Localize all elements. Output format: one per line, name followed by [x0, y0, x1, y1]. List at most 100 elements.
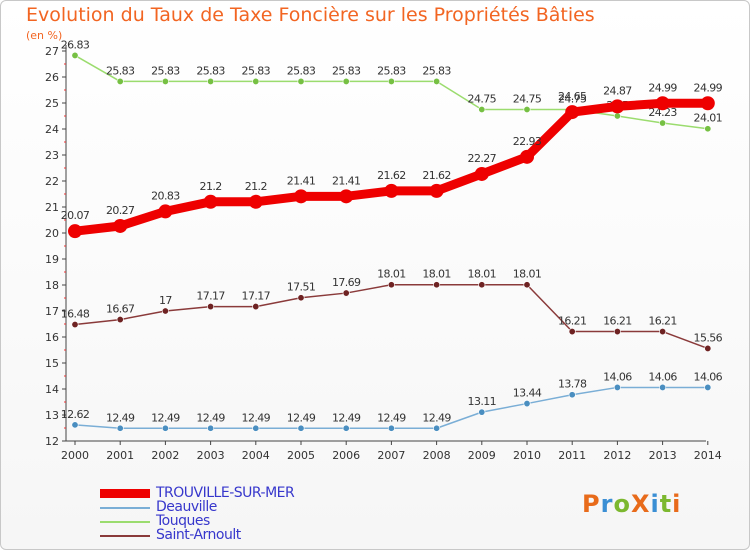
proxiti-logo[interactable]: ProXiti — [582, 490, 681, 518]
logo-letter: t — [659, 490, 673, 518]
data-label: 20.83 — [151, 189, 180, 202]
data-label: 17.51 — [287, 281, 316, 294]
chart-subtitle: (en %) — [26, 29, 63, 42]
data-label: 24.75 — [513, 93, 542, 106]
data-point — [161, 424, 169, 432]
data-label: 24.65 — [558, 90, 587, 103]
data-point — [339, 189, 354, 204]
data-point — [252, 303, 260, 311]
data-point — [568, 391, 576, 399]
data-point — [161, 307, 169, 315]
data-point — [613, 112, 621, 120]
data-point — [207, 424, 215, 432]
x-tick-label: 2002 — [151, 449, 179, 462]
data-point — [700, 96, 715, 111]
data-label: 17.17 — [196, 290, 225, 303]
series-trouville-sur-mer: 20.07 20.27 20.83 21.2 21.2 21.41 21.41 21.62 21… — [61, 81, 723, 239]
data-point — [161, 77, 169, 85]
data-label: 12.49 — [196, 411, 225, 424]
data-point — [433, 424, 441, 432]
data-point — [659, 119, 667, 127]
data-label: 18.01 — [377, 268, 406, 281]
data-point — [71, 321, 79, 329]
legend-swatch — [100, 507, 150, 509]
data-label: 17 — [159, 294, 172, 307]
data-label: 20.07 — [61, 209, 90, 222]
data-label: 16.48 — [61, 308, 90, 321]
data-label: 24.23 — [648, 106, 677, 119]
data-point — [342, 289, 350, 297]
data-point — [207, 303, 215, 311]
legend-item: Saint-Arnoult — [100, 527, 400, 544]
data-point — [252, 77, 260, 85]
data-label: 24.75 — [558, 93, 587, 106]
y-tick-label: 23 — [45, 149, 59, 162]
legend-swatch — [100, 489, 150, 498]
data-point — [71, 421, 79, 429]
legend-label: TROUVILLE-SUR-MER — [156, 485, 295, 501]
data-label: 18.01 — [513, 268, 542, 281]
data-label: 24.99 — [648, 81, 677, 94]
x-tick-label: 2007 — [377, 449, 405, 462]
data-point — [387, 424, 395, 432]
data-label: 16.21 — [603, 315, 632, 328]
data-label: 26.83 — [61, 38, 90, 51]
data-point — [659, 328, 667, 336]
data-point — [342, 77, 350, 85]
data-label: 20.27 — [106, 204, 135, 217]
data-label: 24.87 — [603, 84, 632, 97]
data-label: 25.83 — [151, 64, 180, 77]
x-tick-label: 2011 — [558, 449, 586, 462]
y-tick-label: 18 — [45, 279, 59, 292]
logo-letter: r — [600, 490, 614, 518]
data-point — [116, 77, 124, 85]
data-label: 14.06 — [603, 370, 632, 383]
data-point — [71, 51, 79, 59]
data-label: 25.83 — [106, 64, 135, 77]
data-point — [478, 408, 486, 416]
logo-letter: i — [672, 490, 682, 518]
data-point — [523, 106, 531, 114]
data-label: 12.49 — [332, 411, 361, 424]
data-label: 25.83 — [422, 64, 451, 77]
legend-swatch — [100, 535, 150, 537]
y-tick-label: 26 — [45, 71, 59, 84]
x-tick-label: 2009 — [468, 449, 496, 462]
data-label: 22.93 — [513, 135, 542, 148]
x-tick-label: 2005 — [287, 449, 315, 462]
y-tick-label: 17 — [45, 305, 59, 318]
data-point — [113, 218, 128, 233]
legend-item: TROUVILLE-SUR-MER — [100, 485, 400, 502]
data-label: 12.49 — [287, 411, 316, 424]
y-tick-label: 27 — [45, 45, 59, 58]
data-point — [704, 383, 712, 391]
data-label: 14.06 — [694, 370, 723, 383]
data-point — [478, 106, 486, 114]
data-label: 24.75 — [468, 93, 497, 106]
y-tick-label: 14 — [45, 383, 59, 396]
data-label: 13.78 — [558, 378, 587, 391]
data-label: 12.49 — [242, 411, 271, 424]
series-deauville: 12.62 12.49 12.49 12.49 12.49 12.49 12.49 12.49… — [61, 370, 723, 432]
y-tick-label: 24 — [45, 123, 59, 136]
data-point — [433, 281, 441, 289]
data-label: 25.83 — [332, 64, 361, 77]
data-label: 21.41 — [332, 174, 361, 187]
data-point — [116, 424, 124, 432]
data-point — [387, 77, 395, 85]
data-label: 12.49 — [106, 411, 135, 424]
y-tick-label: 16 — [45, 331, 59, 344]
data-point — [613, 383, 621, 391]
data-point — [474, 166, 489, 181]
y-tick-label: 22 — [45, 175, 59, 188]
data-point — [568, 328, 576, 336]
data-label: 17.69 — [332, 276, 361, 289]
x-tick-label: 2008 — [423, 449, 451, 462]
data-point — [116, 316, 124, 324]
data-point — [704, 344, 712, 352]
legend-label: Touques — [156, 513, 210, 529]
data-label: 17.17 — [242, 290, 271, 303]
data-point — [565, 105, 580, 120]
data-label: 21.62 — [422, 169, 451, 182]
